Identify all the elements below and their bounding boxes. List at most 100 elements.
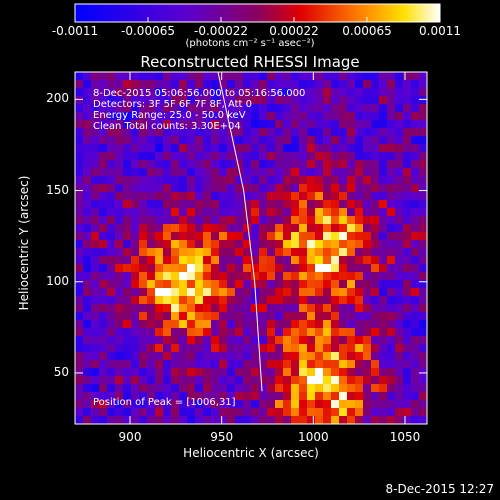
heatmap-cell [139,280,148,289]
heatmap-cell [419,120,427,129]
heatmap-cell [75,312,84,321]
heatmap-cell [219,352,228,361]
heatmap-cell [275,400,284,409]
heatmap-cell [211,232,220,241]
heatmap-cell [243,376,252,385]
heatmap-cell [219,136,228,145]
info-line: Detectors: 3F 5F 6F 7F 8F, Att 0 [93,99,253,110]
heatmap-cell [259,296,268,305]
heatmap-cell [283,104,292,113]
heatmap-cell [363,192,372,201]
heatmap-cell [99,408,108,417]
heatmap-cell [83,320,92,329]
heatmap-cell [219,248,228,257]
heatmap-cell [203,384,212,393]
heatmap-cell [115,128,124,137]
heatmap-cell [331,408,340,417]
heatmap-cell [139,112,148,121]
heatmap-cell [299,272,308,281]
heatmap-cell [363,400,372,409]
heatmap-cell [275,96,284,105]
heatmap-cell [339,392,348,401]
heatmap-cell [139,376,148,385]
heatmap-cell [291,128,300,137]
heatmap-cell [331,264,340,273]
heatmap-cell [331,232,340,241]
heatmap-cell [331,280,340,289]
heatmap-cell [115,376,124,385]
heatmap-cell [91,216,100,225]
heatmap-cell [371,160,380,169]
heatmap-cell [315,416,324,424]
heatmap-cell [131,400,140,409]
heatmap-cell [291,216,300,225]
heatmap-cell [339,200,348,209]
heatmap-cell [299,192,308,201]
heatmap-cell [195,296,204,305]
heatmap-cell [107,360,116,369]
heatmap-cell [211,248,220,257]
heatmap-cell [131,288,140,297]
heatmap-cell [155,152,164,161]
heatmap-cell [83,200,92,209]
heatmap-cell [147,408,156,417]
heatmap-cell [267,168,276,177]
heatmap-cell [267,352,276,361]
heatmap-cell [91,208,100,217]
heatmap-cell [107,352,116,361]
heatmap-cell [419,216,427,225]
heatmap-cell [323,144,332,153]
heatmap-cell [107,408,116,417]
heatmap-cell [331,320,340,329]
heatmap-cell [387,72,396,81]
heatmap-cell [267,264,276,273]
heatmap-cell [227,256,236,265]
heatmap-cell [275,200,284,209]
heatmap-cell [307,312,316,321]
heatmap-cell [299,280,308,289]
heatmap-cell [395,368,404,377]
heatmap-cell [387,336,396,345]
heatmap-cell [379,376,388,385]
heatmap-cell [171,336,180,345]
heatmap-cell [307,200,316,209]
heatmap-cell [155,96,164,105]
heatmap-cell [139,208,148,217]
heatmap-cell [179,80,188,89]
heatmap-cell [387,360,396,369]
heatmap-cell [107,160,116,169]
heatmap-cell [419,400,427,409]
heatmap-cell [355,352,364,361]
heatmap-cell [131,320,140,329]
heatmap-cell [251,336,260,345]
heatmap-cell [195,376,204,385]
heatmap-cell [275,312,284,321]
heatmap-cell [163,80,172,89]
heatmap-cell [355,112,364,121]
heatmap-cell [307,264,316,273]
heatmap-cell [75,352,84,361]
heatmap-cell [75,360,84,369]
heatmap-cell [315,248,324,257]
heatmap-cell [243,384,252,393]
heatmap-cell [123,88,132,97]
heatmap-cell [363,312,372,321]
heatmap-cell [331,352,340,361]
heatmap-cell [227,144,236,153]
heatmap-cell [211,152,220,161]
heatmap-cell [259,272,268,281]
heatmap-cell [395,224,404,233]
heatmap-cell [387,312,396,321]
heatmap-cell [323,408,332,417]
heatmap-cell [259,248,268,257]
heatmap-cell [267,296,276,305]
heatmap-cell [275,272,284,281]
heatmap-cell [83,360,92,369]
heatmap-cell [339,368,348,377]
heatmap-cell [203,240,212,249]
heatmap-cell [243,416,252,424]
heatmap-cell [99,368,108,377]
heatmap-cell [363,224,372,233]
heatmap-cell [235,400,244,409]
heatmap-cell [403,336,412,345]
